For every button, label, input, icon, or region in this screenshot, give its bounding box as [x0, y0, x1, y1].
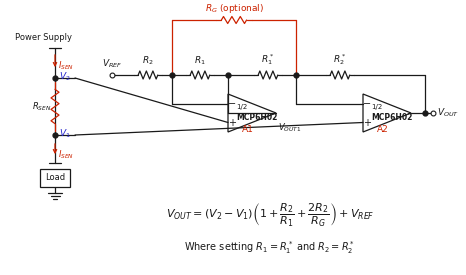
Text: $R_1$: $R_1$	[194, 54, 206, 67]
Text: $V_1$: $V_1$	[59, 128, 71, 140]
Text: $R_1^*$: $R_1^*$	[261, 52, 274, 67]
Text: $R_2$: $R_2$	[142, 54, 154, 67]
Text: $V_{OUT1}$: $V_{OUT1}$	[278, 121, 302, 133]
Text: A2: A2	[377, 125, 389, 133]
Text: $V_{OUT}$: $V_{OUT}$	[437, 107, 459, 119]
Text: 1/2: 1/2	[236, 104, 247, 110]
Text: $V_{REF}$: $V_{REF}$	[102, 57, 122, 70]
Text: +: +	[363, 117, 371, 128]
Text: −: −	[228, 98, 236, 109]
Text: MCP6H02: MCP6H02	[371, 112, 412, 122]
Bar	[40, 169, 70, 187]
Text: Power Supply: Power Supply	[15, 34, 72, 43]
Text: $V_{OUT} = (V_2 - V_1)\left(1 + \dfrac{R_2}{R_1} + \dfrac{2R_2}{R_G}\right) + V_: $V_{OUT} = (V_2 - V_1)\left(1 + \dfrac{R…	[166, 202, 374, 229]
Text: $I_{SEN}$: $I_{SEN}$	[58, 149, 74, 161]
Text: −: −	[363, 98, 371, 109]
Text: Where setting $R_1 = R_1^*$ and $R_2 = R_2^*$: Where setting $R_1 = R_1^*$ and $R_2 = R…	[185, 240, 356, 256]
Text: 1/2: 1/2	[371, 104, 382, 110]
Text: $R_G$ (optional): $R_G$ (optional)	[205, 2, 263, 15]
Text: $V_2$: $V_2$	[59, 71, 70, 83]
Text: $I_{SEN}$: $I_{SEN}$	[58, 60, 74, 72]
Text: MCP6H02: MCP6H02	[236, 112, 277, 122]
Text: A1: A1	[242, 125, 254, 133]
Text: Load: Load	[45, 174, 65, 183]
Text: $R_2^*$: $R_2^*$	[333, 52, 347, 67]
Text: +: +	[228, 117, 236, 128]
Text: $R_{SEN}$: $R_{SEN}$	[32, 100, 51, 113]
